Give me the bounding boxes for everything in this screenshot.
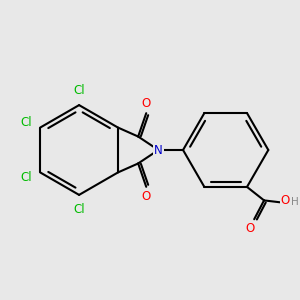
Text: Cl: Cl bbox=[20, 171, 32, 184]
Text: Cl: Cl bbox=[73, 203, 85, 216]
Text: O: O bbox=[142, 97, 151, 110]
Text: O: O bbox=[142, 190, 151, 203]
Text: N: N bbox=[154, 143, 163, 157]
Text: O: O bbox=[280, 194, 290, 207]
Text: O: O bbox=[245, 222, 254, 235]
Text: H: H bbox=[291, 197, 299, 207]
Text: Cl: Cl bbox=[20, 116, 32, 129]
Text: Cl: Cl bbox=[73, 84, 85, 97]
